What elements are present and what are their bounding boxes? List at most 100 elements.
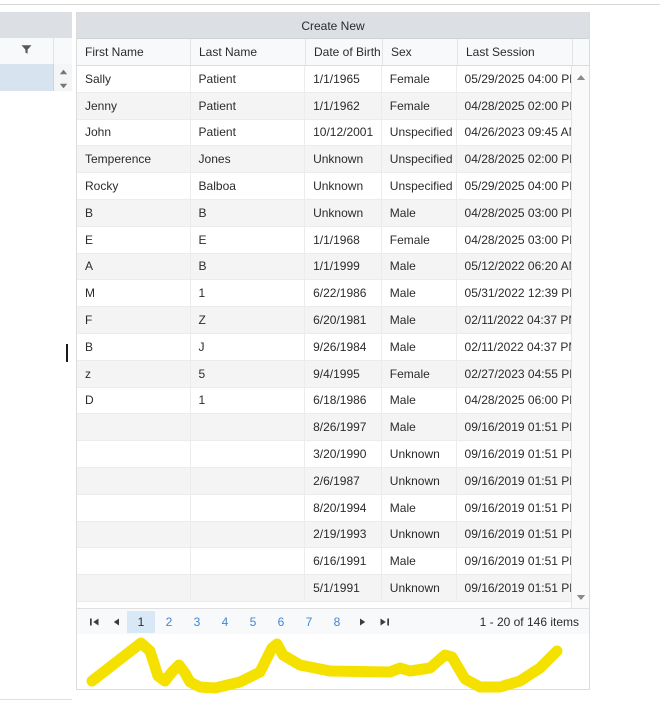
cell-sex[interactable]: Female [382,360,457,387]
page-number-6[interactable]: 6 [277,614,285,629]
cell-date-of-birth[interactable]: 1/1/1999 [305,253,382,280]
sidebar-selected-cell[interactable] [0,64,53,91]
table-row[interactable]: E E 1/1/1968 Female 04/28/2025 03:00 PM [77,226,572,254]
cell-sex[interactable]: Unknown [382,575,457,601]
cell-date-of-birth[interactable]: Unknown [305,146,382,173]
page-number-1[interactable]: 1 [127,610,155,633]
cell-last-session[interactable]: 02/11/2022 04:37 PM [464,339,572,354]
table-row[interactable]: 2/6/1987 Unknown 09/16/2019 01:51 PM [77,467,572,495]
cell-sex[interactable]: Unknown [382,441,457,467]
cell-last-name[interactable]: Jones [191,146,306,173]
cell-last-name[interactable]: E [191,226,306,253]
table-row[interactable]: Rocky Balboa Unknown Unspecified 05/29/2025 … [77,173,572,200]
cell-sex[interactable]: Female [382,66,457,92]
cell-last-name[interactable]: B [191,199,306,226]
page-number-8[interactable]: 8 [333,614,341,629]
go-to-next-page-icon[interactable] [351,611,373,633]
cell-date-of-birth[interactable]: 9/26/1984 [305,333,382,360]
filter-column-header[interactable] [0,38,54,64]
page-number-4[interactable]: 4 [221,614,229,629]
column-header-first-name[interactable]: First Name [77,39,191,65]
cell-first-name[interactable] [77,548,191,575]
cell-date-of-birth[interactable]: 6/18/1986 [305,387,382,414]
cell-last-name[interactable]: Patient [191,92,306,119]
cell-date-of-birth[interactable]: 2/6/1987 [305,467,382,494]
cell-first-name[interactable] [77,414,191,441]
cell-last-name[interactable]: B [191,253,306,280]
cell-last-name[interactable] [191,548,306,575]
create-new-button[interactable]: Create New [301,18,365,33]
page-number-2[interactable]: 2 [165,614,173,629]
cell-date-of-birth[interactable]: Unknown [305,199,382,226]
spinner-up-icon[interactable] [59,64,68,78]
cell-date-of-birth[interactable]: 1/1/1968 [305,226,382,253]
cell-sex[interactable]: Male [382,280,457,307]
cell-last-session[interactable]: 04/26/2023 09:45 AM [464,125,572,140]
column-header-last-session[interactable]: Last Session [458,39,573,65]
cell-last-session[interactable]: 04/28/2025 02:00 PM [464,152,572,167]
cell-last-name[interactable] [191,494,306,521]
sidebar-selected-row[interactable] [0,64,72,92]
cell-last-name[interactable] [191,414,306,441]
cell-last-session[interactable]: 09/16/2019 01:51 PM [464,500,572,515]
cell-date-of-birth[interactable]: 2/19/1993 [305,521,382,548]
cell-first-name[interactable]: B [77,199,191,226]
cell-first-name[interactable] [77,521,191,548]
cell-sex[interactable]: Male [382,199,457,226]
cell-first-name[interactable] [77,441,191,467]
cell-first-name[interactable]: z [77,360,191,387]
sidebar-spinner[interactable] [53,64,72,91]
cell-date-of-birth[interactable]: 6/22/1986 [305,280,382,307]
cell-date-of-birth[interactable]: 6/20/1981 [305,307,382,333]
spinner-down-icon[interactable] [59,78,68,92]
cell-date-of-birth[interactable]: 9/4/1995 [305,360,382,387]
table-row[interactable]: 8/20/1994 Male 09/16/2019 01:51 PM [77,494,572,522]
cell-first-name[interactable] [77,494,191,521]
table-row[interactable]: M 1 6/22/1986 Male 05/31/2022 12:39 PM [77,280,572,308]
table-row[interactable]: z 5 9/4/1995 Female 02/27/2023 04:55 PM [77,360,572,388]
scroll-up-icon[interactable] [576,70,586,84]
cell-last-name[interactable]: Patient [191,119,306,146]
page-number-3[interactable]: 3 [193,614,201,629]
cell-last-session[interactable]: 04/28/2025 03:00 PM [464,232,572,247]
scroll-down-icon[interactable] [576,590,586,604]
cell-date-of-birth[interactable]: 8/26/1997 [305,414,382,441]
cell-date-of-birth[interactable]: 1/1/1962 [305,92,382,119]
cell-date-of-birth[interactable]: 5/1/1991 [305,575,382,601]
cell-last-session[interactable]: 04/28/2025 06:00 PM [464,393,572,408]
cell-last-name[interactable]: 5 [191,360,306,387]
table-row[interactable]: Sally Patient 1/1/1965 Female 05/29/2025 04:… [77,66,572,93]
cell-sex[interactable]: Female [382,226,457,253]
cell-last-name[interactable] [191,521,306,548]
cell-last-session[interactable]: 05/31/2022 12:39 PM [464,286,572,301]
cell-date-of-birth[interactable]: 3/20/1990 [305,441,382,467]
cell-date-of-birth[interactable]: 1/1/1965 [305,66,382,92]
table-row[interactable]: A B 1/1/1999 Male 05/12/2022 06:20 AM [77,253,572,281]
cell-sex[interactable]: Male [382,494,457,521]
table-row[interactable]: B J 9/26/1984 Male 02/11/2022 04:37 PM [77,333,572,361]
cell-first-name[interactable]: Rocky [77,173,191,199]
cell-sex[interactable]: Male [382,333,457,360]
column-header-sex[interactable]: Sex [383,39,458,65]
cell-last-name[interactable]: Z [191,307,306,333]
cell-sex[interactable]: Unspecified [382,173,457,199]
cell-last-session[interactable]: 09/16/2019 01:51 PM [464,420,572,435]
cell-sex[interactable]: Unknown [382,521,457,548]
cell-first-name[interactable]: Sally [77,66,191,92]
cell-last-session[interactable]: 09/16/2019 01:51 PM [464,447,572,462]
cell-last-session[interactable]: 05/29/2025 04:00 PM [464,179,572,194]
cell-first-name[interactable] [77,575,191,601]
table-row[interactable]: 3/20/1990 Unknown 09/16/2019 01:51 PM [77,441,572,468]
cell-last-name[interactable]: 1 [191,387,306,414]
cell-date-of-birth[interactable]: 8/20/1994 [305,494,382,521]
cell-last-session[interactable]: 09/16/2019 01:51 PM [464,527,572,542]
cell-first-name[interactable]: B [77,333,191,360]
go-to-previous-page-icon[interactable] [105,611,127,633]
cell-sex[interactable]: Female [382,92,457,119]
cell-date-of-birth[interactable]: 10/12/2001 [305,119,382,146]
table-row[interactable]: 2/19/1993 Unknown 09/16/2019 01:51 PM [77,521,572,549]
filter-icon[interactable] [21,44,32,58]
table-row[interactable]: Temperence Jones Unknown Unspecified 04/28/2… [77,146,572,174]
cell-last-name[interactable]: 1 [191,280,306,307]
cell-sex[interactable]: Male [382,414,457,441]
